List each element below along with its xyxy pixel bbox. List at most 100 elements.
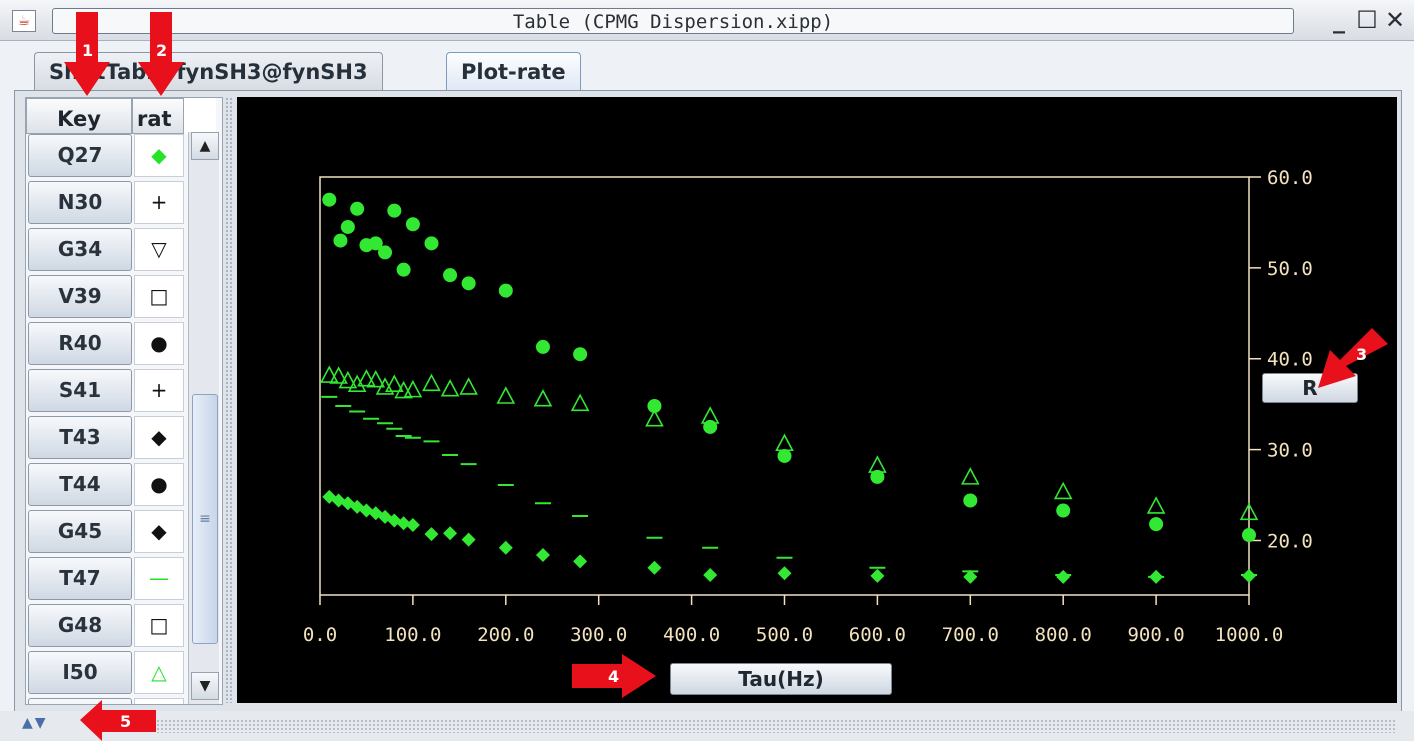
y-tick-label: 60.0 bbox=[1267, 167, 1313, 189]
row-rate-symbol[interactable]: ◆ bbox=[134, 416, 184, 459]
row-rate-symbol[interactable]: □ bbox=[134, 275, 184, 318]
scroll-up-icon[interactable]: ▲ bbox=[191, 132, 219, 160]
row-rate-symbol[interactable]: ◆ bbox=[134, 510, 184, 553]
data-point-triangle bbox=[366, 369, 386, 388]
data-point-triangle bbox=[319, 365, 339, 383]
row-key-button[interactable]: T47 bbox=[28, 557, 132, 600]
callout-label-2: 2 bbox=[156, 41, 167, 60]
data-point-triangle bbox=[868, 455, 887, 473]
callout-label-4: 4 bbox=[608, 667, 619, 686]
row-key-button[interactable]: R40 bbox=[28, 322, 132, 365]
row-key-button[interactable]: G34 bbox=[28, 228, 132, 271]
data-point-diamond bbox=[1056, 569, 1071, 584]
row-rate-symbol[interactable]: — bbox=[134, 557, 184, 600]
row-rate-symbol[interactable]: ▽ bbox=[134, 228, 184, 271]
data-point-diamond bbox=[405, 518, 420, 533]
app-icon[interactable]: ☕ bbox=[12, 10, 36, 32]
table-row[interactable]: V39 □ bbox=[26, 273, 186, 320]
table-row[interactable]: T43 ◆ bbox=[26, 414, 186, 461]
collapse-arrows-icon[interactable]: ▲▼ bbox=[22, 715, 48, 731]
tab-plot-rate[interactable]: Plot-rate bbox=[446, 52, 581, 91]
divider-grip bbox=[156, 719, 1396, 733]
data-point-diamond bbox=[322, 489, 337, 504]
row-rate-symbol[interactable]: △ bbox=[134, 651, 184, 694]
data-point-circle bbox=[368, 236, 383, 251]
scroll-grip-icon[interactable]: ≡ bbox=[192, 394, 218, 644]
x-tick-label: 500.0 bbox=[756, 624, 813, 646]
row-rate-symbol[interactable]: □ bbox=[134, 604, 184, 647]
data-point-circle bbox=[350, 201, 365, 216]
data-point-circle bbox=[647, 398, 662, 413]
data-point-triangle bbox=[1239, 502, 1259, 521]
row-key-button[interactable]: S41 bbox=[28, 369, 132, 412]
data-point-triangle bbox=[1146, 496, 1166, 514]
data-point-diamond bbox=[1149, 569, 1164, 584]
row-rate-symbol[interactable]: ◆ bbox=[134, 134, 184, 177]
table-row[interactable]: N53 bbox=[26, 696, 186, 704]
row-key-button[interactable]: Q27 bbox=[28, 134, 132, 177]
data-point-triangle bbox=[422, 373, 441, 392]
row-key-button[interactable]: N30 bbox=[28, 181, 132, 224]
data-point-diamond bbox=[396, 516, 411, 531]
scroll-down-icon[interactable]: ▼ bbox=[191, 672, 219, 700]
data-point-diamond bbox=[359, 503, 374, 518]
table-row[interactable]: T47— bbox=[26, 555, 186, 602]
row-key-button[interactable]: I50 bbox=[28, 651, 132, 694]
data-point-triangle bbox=[700, 406, 720, 424]
table-row[interactable]: R40 ● bbox=[26, 320, 186, 367]
data-point-circle bbox=[777, 448, 792, 463]
data-point-triangle bbox=[440, 379, 460, 397]
key-table: Key rat Q27 ◆ N30 + G34 ▽ V39 □ R40 ● S41 + T43 ◆ T44 ●… bbox=[25, 97, 223, 705]
data-point-circle bbox=[405, 217, 420, 232]
row-rate-symbol[interactable]: + bbox=[134, 181, 184, 224]
table-row[interactable]: G45 ◆ bbox=[26, 508, 186, 555]
x-tick-label: 100.0 bbox=[384, 624, 441, 646]
plot-canvas[interactable]: 0.0 100.0 200.0 300.0 400.0 500.0 600.0 700.0 80… bbox=[237, 97, 1397, 703]
data-point-diamond bbox=[963, 569, 978, 584]
data-point-diamond bbox=[647, 560, 662, 575]
data-point-triangle bbox=[403, 379, 423, 398]
tab-strip: ShiftTable-fynSH3@fynSH3 Plot-rate bbox=[14, 46, 1400, 91]
data-point-diamond bbox=[331, 493, 346, 508]
column-header-rate[interactable]: rat bbox=[132, 98, 184, 134]
table-rows: Q27 ◆ N30 + G34 ▽ V39 □ R40 ● S41 + T43 ◆ T44 ● G45 ◆ T47—… bbox=[26, 132, 186, 704]
table-row[interactable]: T44 ● bbox=[26, 461, 186, 508]
table-row[interactable]: G48 □ bbox=[26, 602, 186, 649]
row-rate-symbol[interactable] bbox=[134, 698, 184, 704]
data-point-triangle bbox=[329, 366, 348, 384]
row-rate-symbol[interactable]: + bbox=[134, 369, 184, 412]
row-key-button[interactable]: V39 bbox=[28, 275, 132, 318]
column-header-key[interactable]: Key bbox=[26, 98, 132, 134]
x-tick-label: 1000.0 bbox=[1215, 624, 1284, 646]
row-key-button[interactable]: N53 bbox=[28, 698, 132, 704]
bottom-divider-strip[interactable]: ▲▼ bbox=[0, 711, 1414, 741]
split-pane-divider[interactable] bbox=[225, 97, 233, 703]
row-rate-symbol[interactable]: ● bbox=[134, 322, 184, 365]
data-point-triangle bbox=[384, 374, 404, 392]
table-row[interactable]: Q27 ◆ bbox=[26, 132, 186, 179]
table-row[interactable]: N30 + bbox=[26, 179, 186, 226]
table-vertical-scrollbar[interactable]: ▲ ≡ ▼ bbox=[188, 132, 219, 704]
table-row[interactable]: I50 △ bbox=[26, 649, 186, 696]
maximize-button[interactable]: ☐ bbox=[1356, 6, 1378, 34]
row-key-button[interactable]: T43 bbox=[28, 416, 132, 459]
row-key-button[interactable]: G48 bbox=[28, 604, 132, 647]
table-row[interactable]: S41 + bbox=[26, 367, 186, 414]
row-key-button[interactable]: G45 bbox=[28, 510, 132, 553]
data-point-triangle bbox=[570, 393, 590, 412]
data-point-triangle bbox=[459, 377, 478, 395]
x-tick-label: 300.0 bbox=[570, 624, 627, 646]
data-point-circle bbox=[1056, 503, 1071, 518]
window-titlebar: ☕ Table (CPMG Dispersion.xipp) _ ☐ ✕ bbox=[0, 0, 1414, 41]
data-point-circle bbox=[340, 219, 355, 234]
x-tick-label: 200.0 bbox=[477, 624, 534, 646]
data-point-triangle bbox=[775, 433, 794, 452]
row-key-button[interactable]: T44 bbox=[28, 463, 132, 506]
callout-arrow-1: 1 bbox=[64, 12, 110, 96]
minimize-button[interactable]: _ bbox=[1333, 6, 1345, 34]
x-tick-label: 0.0 bbox=[303, 624, 337, 646]
close-button[interactable]: ✕ bbox=[1384, 6, 1406, 34]
row-rate-symbol[interactable]: ● bbox=[134, 463, 184, 506]
table-row[interactable]: G34 ▽ bbox=[26, 226, 186, 273]
x-axis-variable-button[interactable]: Tau(Hz) bbox=[670, 663, 892, 695]
